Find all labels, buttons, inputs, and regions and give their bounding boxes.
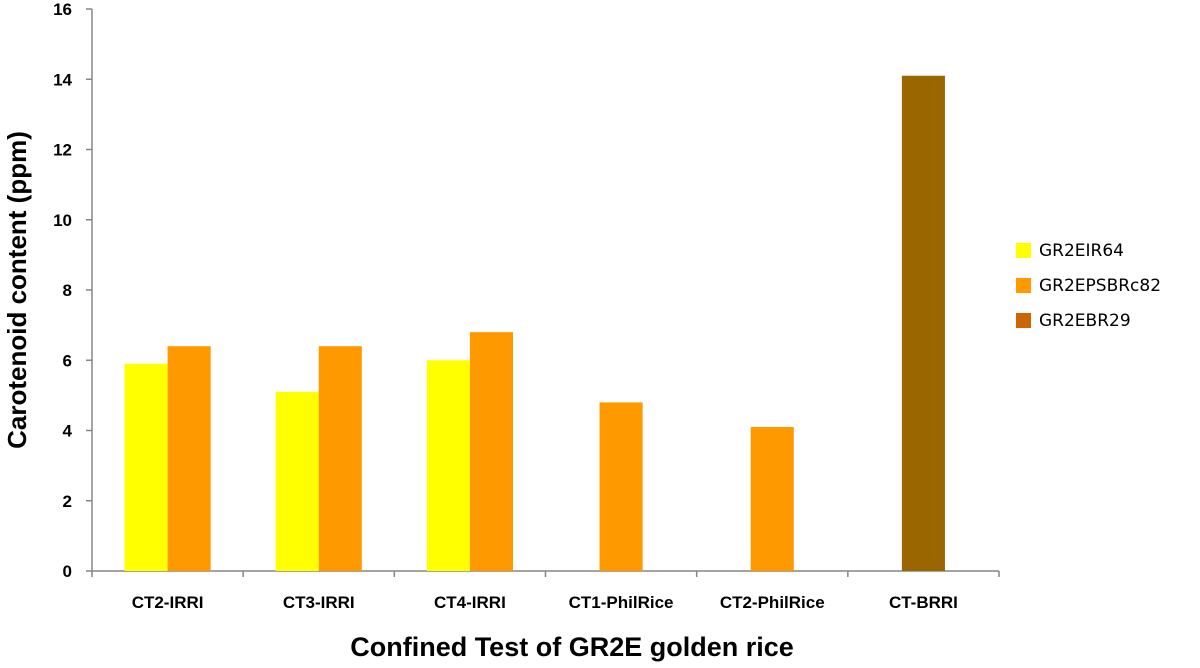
y-tick-label: 6 (63, 351, 72, 370)
bar-gr2epsbrc82-ct2-irri (167, 346, 211, 571)
x-tick-label: CT2-PhilRice (720, 593, 825, 612)
legend-item-gr2ebr29: GR2EBR29 (1016, 303, 1161, 338)
y-tick-label: 12 (53, 141, 72, 160)
legend-swatch (1016, 243, 1031, 258)
bar-gr2epsbrc82-ct1-philrice (599, 402, 643, 571)
legend-label: GR2EBR29 (1039, 310, 1131, 331)
y-tick-label: 14 (53, 70, 72, 89)
y-tick-label: 16 (53, 0, 72, 19)
bar-gr2epsbrc82-ct2-philrice (750, 426, 794, 571)
legend-item-gr2epsbrc82: GR2EPSBRc82 (1016, 268, 1161, 303)
y-tick-label: 0 (63, 562, 72, 581)
y-tick-label: 2 (63, 492, 72, 511)
bar-gr2eir64-ct2-irri (124, 363, 168, 571)
y-axis-title: Carotenoid content (ppm) (2, 131, 32, 449)
x-tick-label: CT4-IRRI (434, 593, 506, 612)
bar-gr2epsbrc82-ct4-irri (469, 332, 513, 571)
bars (124, 75, 945, 572)
bar-gr2ebr29-ct-brri (901, 75, 945, 572)
legend-swatch (1016, 313, 1031, 328)
bar-gr2epsbrc82-ct3-irri (318, 346, 362, 571)
legend-label: GR2EIR64 (1039, 240, 1124, 261)
legend-item-gr2eir64: GR2EIR64 (1016, 233, 1161, 268)
x-tick-label: CT3-IRRI (283, 593, 355, 612)
y-tick-label: 4 (63, 422, 73, 441)
legend-swatch (1016, 278, 1031, 293)
bar-gr2eir64-ct3-irri (275, 391, 319, 571)
x-axis: CT2-IRRI CT3-IRRI CT4-IRRI CT1-PhilRice CT2-… (91, 570, 1000, 612)
legend-label: GR2EPSBRc82 (1039, 275, 1162, 296)
y-tick-label: 8 (63, 281, 72, 300)
y-axis: 0 2 4 6 8 10 12 14 16 (53, 0, 93, 581)
x-axis-title: Confined Test of GR2E golden rice (350, 632, 794, 662)
x-tick-label: CT1-PhilRice (569, 593, 674, 612)
y-tick-label: 10 (53, 211, 72, 230)
legend: GR2EIR64 GR2EPSBRc82 GR2EBR29 (1016, 233, 1161, 338)
x-tick-label: CT2-IRRI (132, 593, 204, 612)
x-tick-label: CT-BRRI (889, 593, 958, 612)
bar-gr2eir64-ct4-irri (426, 360, 470, 571)
